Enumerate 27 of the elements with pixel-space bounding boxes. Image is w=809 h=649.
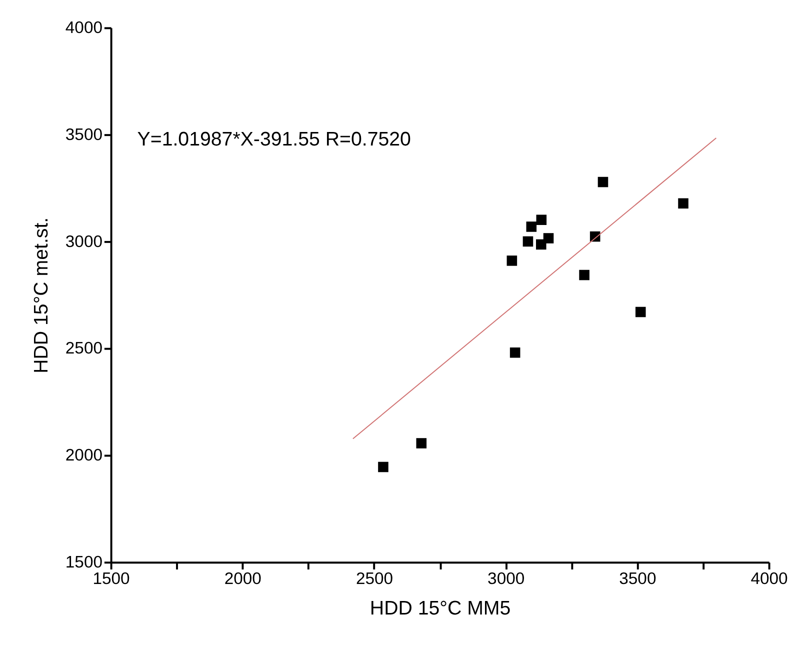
y-tick-label: 2500 [65, 338, 102, 358]
x-tick-label: 3500 [619, 569, 656, 588]
y-tick-label: 1500 [65, 552, 102, 572]
point [579, 270, 590, 280]
point [536, 214, 547, 226]
x-tick-label: 4000 [750, 569, 788, 588]
x-tick-label: 2500 [356, 569, 394, 588]
point [506, 256, 518, 266]
y-tick-label: 4000 [65, 18, 102, 38]
point [378, 462, 388, 472]
point [598, 176, 608, 188]
y-axis-title: HDD 15°C met.st. [30, 217, 53, 374]
x-tick-label: 1500 [92, 569, 130, 588]
point [678, 198, 688, 209]
point [510, 347, 520, 358]
x-axis-title: HDD 15°C MM5 [370, 598, 511, 620]
point [526, 222, 537, 232]
point [416, 438, 427, 448]
annotation: Y=1.01987*X-391.55 R=0.7520 [137, 128, 412, 150]
point [522, 236, 534, 247]
y-tick-label: 2000 [65, 446, 102, 465]
point [635, 306, 646, 318]
x-tick-label: 3000 [488, 569, 525, 588]
y-tick-label: 3500 [65, 124, 102, 144]
y-tick-label: 3000 [65, 232, 102, 251]
x-tick-label: 2000 [224, 569, 262, 588]
point [543, 233, 554, 244]
